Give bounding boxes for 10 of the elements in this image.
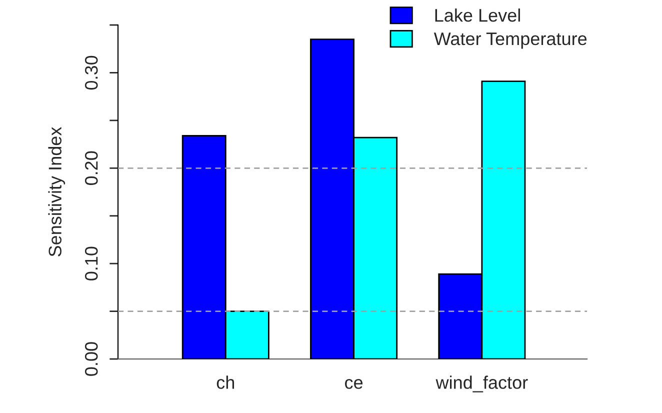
legend-label: Water Temperature [434,32,587,49]
x-tick-label: ce [345,379,363,389]
y-tick-label: 0.30 [84,56,98,90]
x-tick-label: wind_factor [436,376,528,392]
x-tick-label: ch [216,376,234,389]
legend-label: Lake Level [435,8,520,22]
y-axis-title: Sensitivity Index [48,126,66,256]
y-tick-label: 0.20 [84,151,98,186]
y-tick-label: 0.00 [84,342,98,376]
y-tick-label: 0.10 [84,246,98,280]
